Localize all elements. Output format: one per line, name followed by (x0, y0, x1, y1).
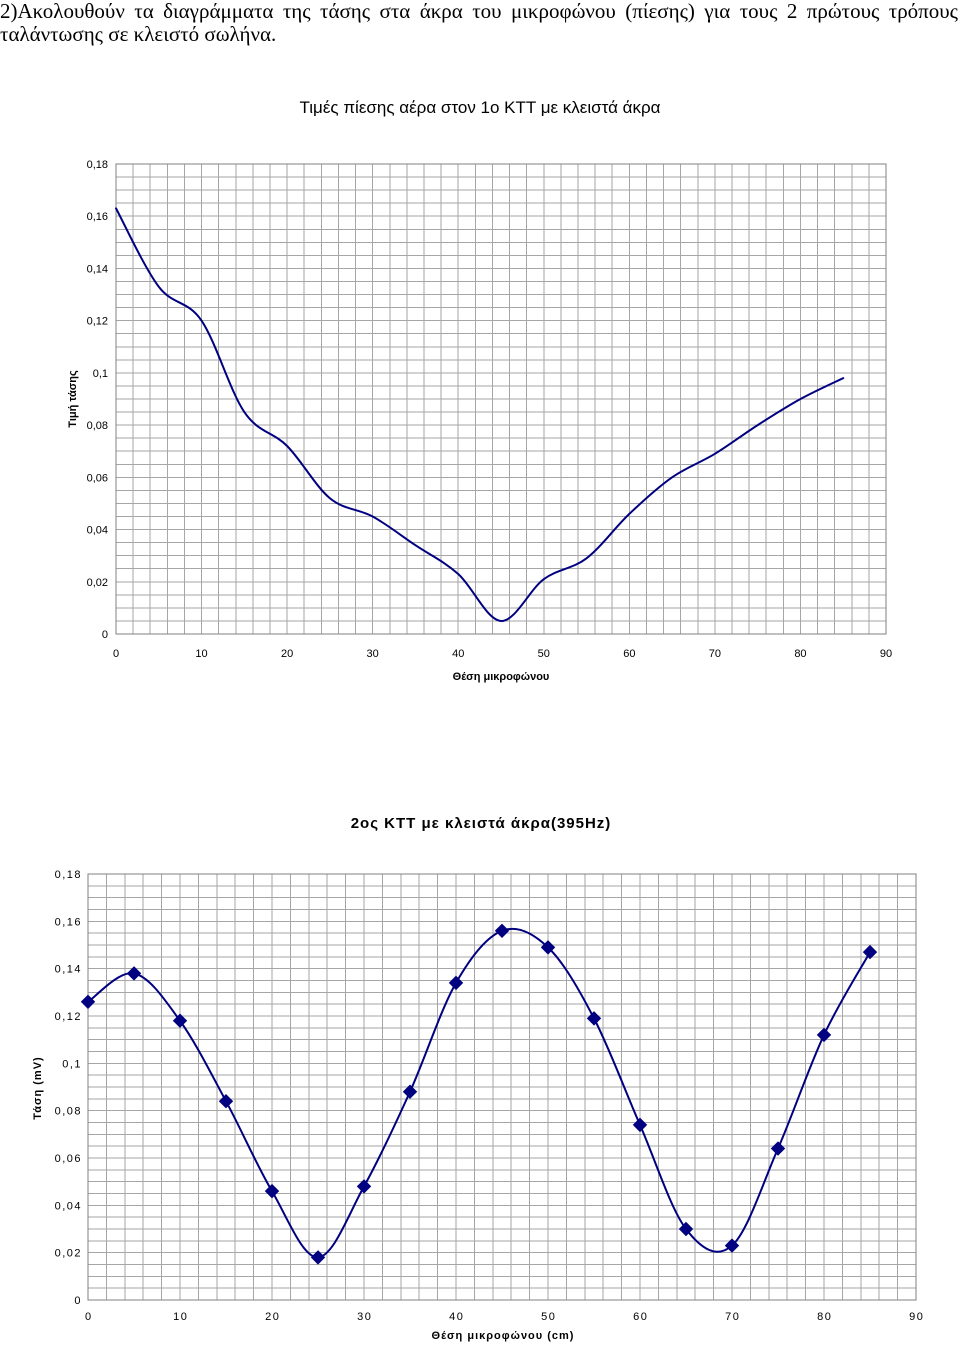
x-tick-label: 0 (113, 648, 119, 660)
x-tick-label: 80 (817, 1311, 832, 1323)
data-point (80, 994, 96, 1010)
y-tick-label: 0,04 (55, 1200, 82, 1212)
data-point (172, 1013, 188, 1028)
y-tick-label: 0,04 (87, 525, 108, 537)
x-tick-label: 50 (538, 648, 550, 660)
x-tick-label: 40 (452, 648, 464, 660)
y-tick-label: 0,06 (87, 472, 108, 484)
chart-title: Τιμές πίεσης αέρα στον 1ο ΚΤΤ με κλειστά… (300, 98, 661, 117)
chart-mode-2: 2ος ΚΤΤ με κλειστά άκρα(395Hz) 0 0,02 0,04… (32, 815, 924, 1342)
y-tick-label: 0,08 (87, 420, 108, 432)
chart-mode-1: Τιμές πίεσης αέρα στον 1ο ΚΤΤ με κλειστά… (67, 98, 892, 683)
data-point (770, 1141, 786, 1156)
data-point (402, 1084, 418, 1099)
x-tick-label: 40 (449, 1311, 464, 1323)
y-tick-label: 0,16 (87, 211, 108, 223)
data-point (356, 1179, 372, 1194)
data-point (724, 1238, 740, 1253)
data-point (310, 1250, 326, 1265)
y-tick-label: 0,14 (87, 263, 108, 275)
y-tick-label: 0,1 (93, 368, 108, 380)
x-tick-label: 10 (173, 1311, 188, 1323)
data-point (678, 1221, 694, 1237)
x-tick-label: 90 (880, 648, 892, 660)
y-tick-label: 0,18 (55, 869, 82, 881)
data-point (494, 923, 510, 939)
y-tick-label: 0,02 (87, 577, 108, 589)
y-tick-label: 0,02 (55, 1248, 82, 1260)
x-tick-label: 30 (357, 1311, 372, 1323)
x-tick-label: 80 (794, 648, 806, 660)
data-point (448, 975, 464, 991)
x-tick-label: 60 (623, 648, 635, 660)
x-tick-label: 60 (633, 1311, 648, 1323)
plot-area: 0 0,02 0,04 0,06 0,08 0,1 0,12 0,14 0,16 0,18 0 10 2… (87, 159, 893, 660)
x-tick-label: 50 (541, 1311, 556, 1323)
x-tick-label: 90 (909, 1311, 924, 1323)
y-tick-label: 0,08 (55, 1106, 82, 1118)
y-tick-label: 0,06 (55, 1153, 82, 1165)
x-tick-label: 0 (85, 1311, 93, 1323)
data-point (586, 1011, 602, 1026)
plot-border (115, 163, 887, 635)
data-point (632, 1117, 648, 1133)
series-line (115, 207, 845, 622)
y-tick-label: 0,12 (55, 1011, 82, 1023)
intro-paragraph: 2)Ακολουθούν τα διαγράμματα της τάσης στ… (0, 0, 958, 46)
x-tick-label: 30 (367, 648, 379, 660)
y-axis-title: Τάση (mV) (32, 1056, 44, 1119)
series-line (87, 927, 871, 1259)
y-axis-title: Τιμή τάσης (67, 370, 79, 428)
plot-border (87, 873, 917, 1301)
data-point (540, 940, 556, 955)
x-tick-label: 10 (195, 648, 207, 660)
x-tick-label: 20 (265, 1311, 280, 1323)
y-tick-label: 0,12 (87, 316, 108, 328)
plot-area: 0 0,02 0,04 0,06 0,08 0,1 0,12 0,14 0,16 0,18 0 10 2… (55, 869, 924, 1323)
data-point (218, 1093, 234, 1109)
data-point (816, 1027, 832, 1043)
gridlines (88, 874, 916, 1300)
y-tick-label: 0,16 (55, 916, 82, 928)
y-tick-label: 0 (74, 1295, 82, 1307)
y-tick-label: 0 (102, 629, 108, 641)
data-point (126, 966, 142, 981)
x-tick-label: 20 (281, 648, 293, 660)
y-tick-label: 0,18 (87, 159, 108, 171)
data-point (862, 944, 878, 960)
data-point (264, 1183, 280, 1199)
chart-title: 2ος ΚΤΤ με κλειστά άκρα(395Hz) (351, 815, 612, 832)
x-axis-title: Θέση μικροφώνου (cm) (432, 1330, 575, 1342)
x-tick-label: 70 (709, 648, 721, 660)
x-tick-label: 70 (725, 1311, 740, 1323)
x-axis-title: Θέση μικροφώνου (453, 671, 550, 683)
y-tick-label: 0,1 (62, 1058, 82, 1070)
gridlines (116, 164, 886, 634)
y-tick-label: 0,14 (55, 964, 82, 976)
